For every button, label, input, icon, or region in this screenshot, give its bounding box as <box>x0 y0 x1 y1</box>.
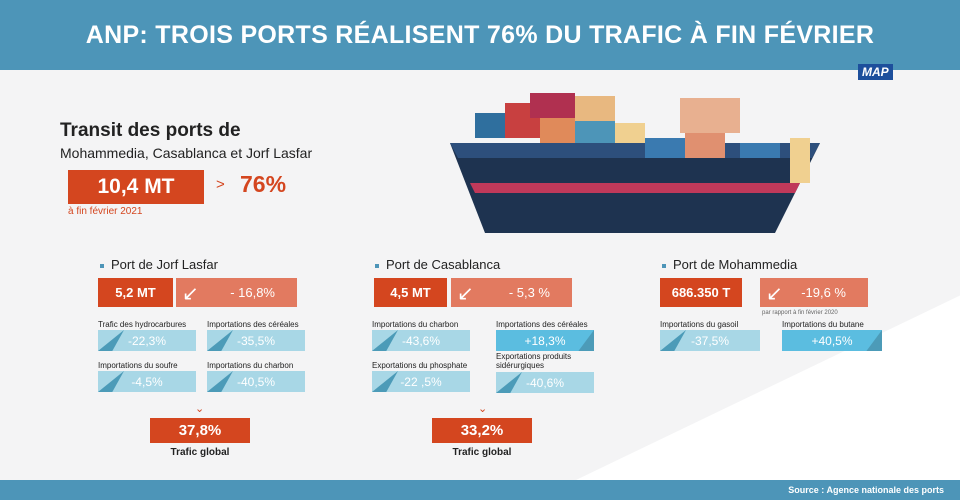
trend-down-icon <box>660 330 686 351</box>
metric-label: Importations des céréales <box>207 320 299 329</box>
global-traffic: 37,8% <box>150 418 250 443</box>
trend-down-icon <box>372 330 398 351</box>
metric-label: Importations du charbon <box>207 361 294 370</box>
cargo-ship-illustration <box>450 93 820 233</box>
metric-value: +18,3% <box>524 333 566 348</box>
arrow-down-icon: ↙ <box>766 283 783 305</box>
global-traffic: 33,2% <box>432 418 532 443</box>
port-change-value: -19,6 % <box>801 285 846 300</box>
arrow-icon: > <box>216 176 225 193</box>
metric-value: -43,6% <box>401 333 441 348</box>
metric-label: Exportations du phosphate <box>372 361 468 370</box>
metric-box: -37,5% <box>660 330 760 351</box>
port-title: Port de Casablanca <box>375 257 500 272</box>
trend-down-icon <box>207 330 233 351</box>
metric-box: -22,3% <box>98 330 196 351</box>
traffic-share: 76% <box>240 171 287 197</box>
trend-down-icon <box>98 330 124 351</box>
chevron-down-icon: ⌄ <box>478 403 488 415</box>
port-volume: 4,5 MT <box>374 278 447 307</box>
port-title: Port de Jorf Lasfar <box>100 257 218 272</box>
port-change-value: - 16,8% <box>230 285 275 300</box>
metric-label: Importations du gasoil <box>660 320 739 329</box>
metric-box: -22 ,5% <box>372 371 470 392</box>
port-volume: 686.350 T <box>660 278 742 307</box>
metric-value: +40,5% <box>811 333 853 348</box>
trend-down-icon <box>98 371 124 392</box>
port-change: ↙ - 5,3 % <box>451 278 572 307</box>
metric-box: +18,3% <box>496 330 594 351</box>
metric-box: -35,5% <box>207 330 305 351</box>
metric-label: Importations du butane <box>782 320 864 329</box>
trend-down-icon <box>207 371 233 392</box>
trend-up-icon <box>578 330 594 351</box>
source-footer: Source : Agence nationale des ports <box>0 480 960 500</box>
port-volume: 5,2 MT <box>98 278 173 307</box>
metric-box: +40,5% <box>782 330 882 351</box>
metric-label: Exportations produits sidérurgiques <box>496 352 572 370</box>
arrow-down-icon: ↙ <box>457 283 474 305</box>
trend-down-icon <box>372 371 398 392</box>
metric-label: Importations du charbon <box>372 320 459 329</box>
metric-box: -40,6% <box>496 372 594 393</box>
trend-down-icon <box>496 372 522 393</box>
global-traffic-label: Trafic global <box>170 447 230 458</box>
metric-box: -40,5% <box>207 371 305 392</box>
global-traffic-label: Trafic global <box>452 447 512 458</box>
metric-box: -4,5% <box>98 371 196 392</box>
metric-label: Importations des céréales <box>496 320 588 329</box>
map-logo: MAP <box>858 64 893 80</box>
metric-value: -35,5% <box>236 333 276 348</box>
metric-label: Trafic des hydrocarbures <box>98 320 187 329</box>
metric-value: -40,5% <box>236 374 276 389</box>
summary-date: à fin février 2021 <box>68 206 143 217</box>
trend-up-icon <box>866 330 882 351</box>
metric-box: -43,6% <box>372 330 470 351</box>
summary-subtitle: Mohammedia, Casablanca et Jorf Lasfar <box>60 145 313 161</box>
chevron-down-icon: ⌄ <box>195 403 205 415</box>
metric-value: -40,6% <box>525 375 565 390</box>
port-change-value: - 5,3 % <box>508 285 550 300</box>
metric-value: -37,5% <box>690 333 730 348</box>
total-transit: 10,4 MT <box>68 170 204 204</box>
page-title: ANP: TROIS PORTS RÉALISENT 76% DU TRAFIC… <box>0 0 960 70</box>
port-change: ↙ -19,6 % <box>760 278 868 307</box>
metric-value: -22,3% <box>127 333 167 348</box>
metric-label: Importations du soufre <box>98 361 178 370</box>
metric-value: -4,5% <box>131 374 163 389</box>
port-title: Port de Mohammedia <box>662 257 797 272</box>
arrow-down-icon: ↙ <box>182 283 199 305</box>
summary-title: Transit des ports de <box>60 120 241 141</box>
port-change-note: par rapport à fin février 2020 <box>762 310 838 316</box>
port-change: ↙ - 16,8% <box>176 278 297 307</box>
metric-value: -22 ,5% <box>400 374 442 389</box>
